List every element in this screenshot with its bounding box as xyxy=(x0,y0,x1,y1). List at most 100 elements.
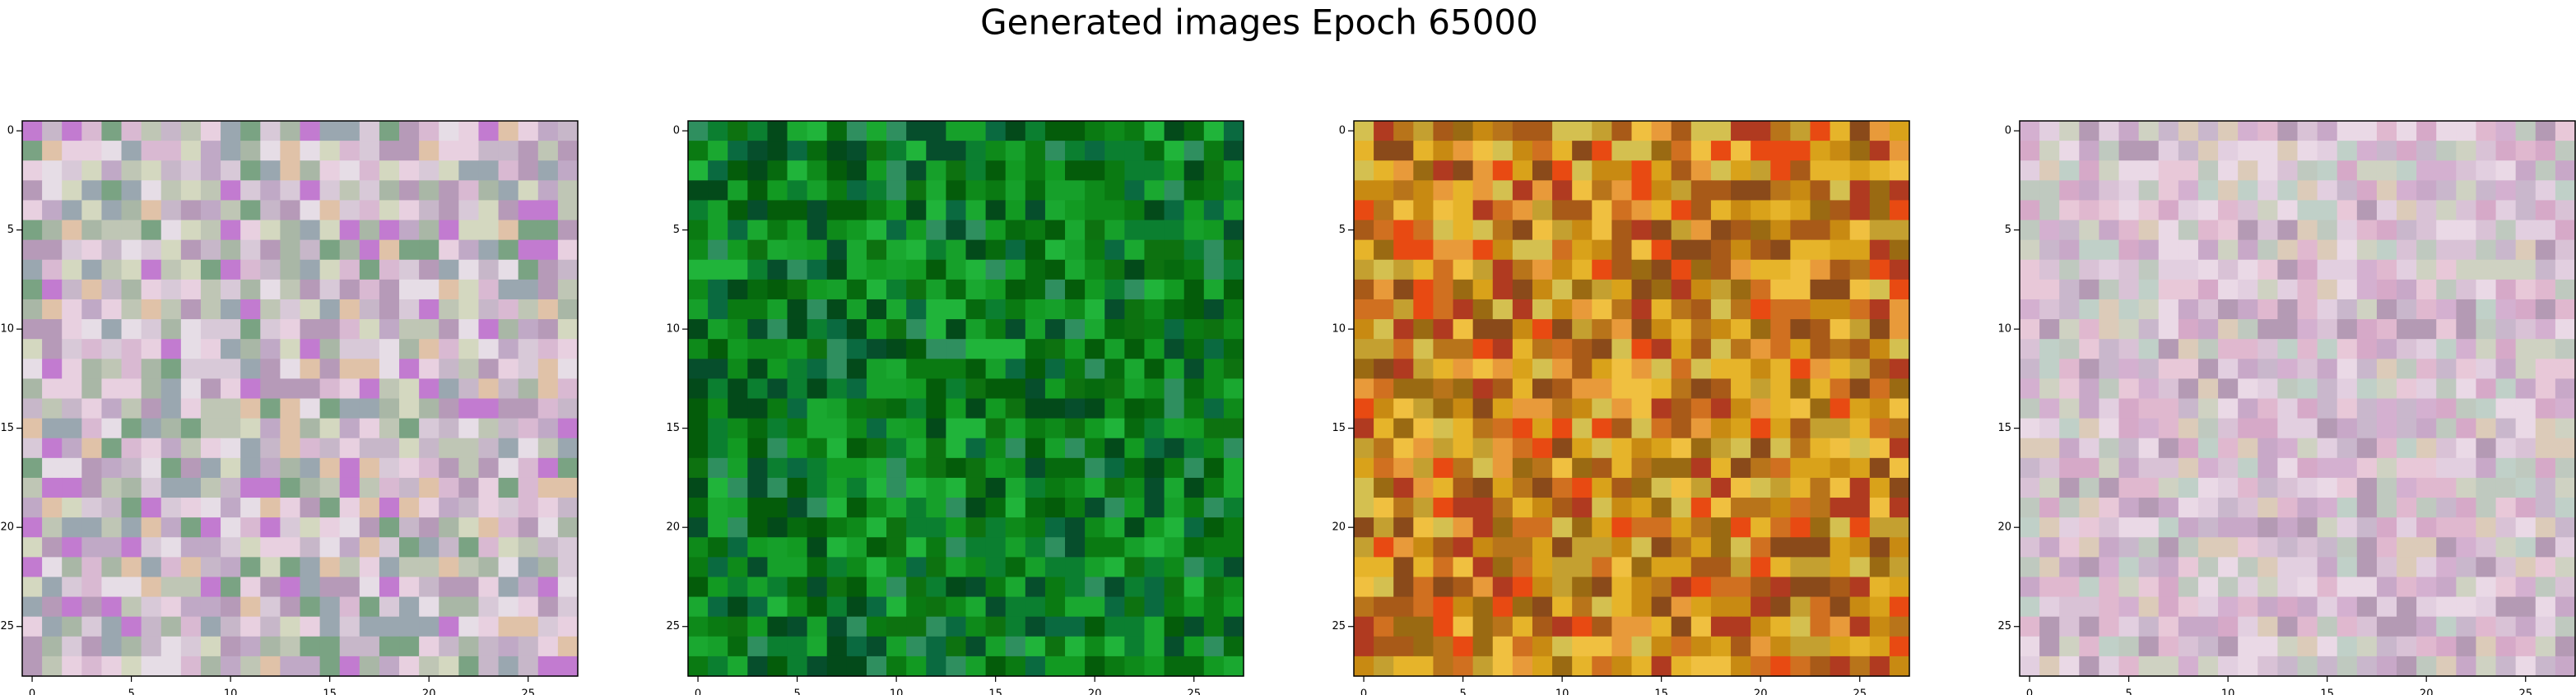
pixel-cell xyxy=(906,596,927,618)
pixel-cell xyxy=(22,517,43,538)
pixel-cell xyxy=(2079,596,2100,618)
pixel-cell xyxy=(2436,141,2457,161)
pixel-cell xyxy=(2158,279,2179,300)
pixel-cell xyxy=(787,339,808,359)
pixel-cell xyxy=(1164,160,1185,181)
pixel-cell xyxy=(826,299,848,320)
pixel-cell xyxy=(2555,319,2576,340)
pixel-cell xyxy=(498,160,519,181)
pixel-cell xyxy=(1164,537,1185,558)
pixel-cell xyxy=(300,656,321,677)
pixel-cell xyxy=(1025,616,1046,637)
pixel-cell xyxy=(1770,636,1791,657)
pixel-cell xyxy=(2297,517,2318,538)
pixel-cell xyxy=(1413,220,1434,241)
pixel-cell xyxy=(1552,517,1573,538)
pixel-cell xyxy=(2297,477,2318,498)
pixel-cell xyxy=(2515,160,2536,181)
pixel-cell xyxy=(121,596,142,618)
pixel-cell xyxy=(1611,141,1633,161)
pixel-cell xyxy=(1751,359,1771,379)
pixel-cell xyxy=(1472,398,1494,419)
pixel-cell xyxy=(1203,220,1225,241)
pixel-cell xyxy=(1223,537,1244,558)
pixel-cell xyxy=(260,616,281,637)
pixel-cell xyxy=(1065,418,1086,439)
pixel-cell xyxy=(2020,537,2040,558)
pixel-cell xyxy=(1203,596,1225,618)
pixel-cell xyxy=(946,378,967,400)
pixel-cell xyxy=(1611,220,1633,241)
pixel-cell xyxy=(121,577,142,598)
pixel-cell xyxy=(926,279,946,300)
pixel-cell xyxy=(379,319,400,340)
pixel-cell xyxy=(319,498,341,518)
pixel-cell xyxy=(498,259,519,280)
pixel-cell xyxy=(946,636,967,657)
pixel-cell xyxy=(2138,616,2160,637)
pixel-cell xyxy=(688,477,709,498)
pixel-cell xyxy=(787,359,808,379)
pixel-cell xyxy=(1085,616,1105,637)
pixel-cell xyxy=(300,477,321,498)
pixel-cell xyxy=(1810,616,1831,637)
pixel-cell xyxy=(339,121,360,141)
pixel-cell xyxy=(1492,438,1514,459)
pixel-cell xyxy=(1810,239,1831,261)
pixel-cell xyxy=(557,200,579,221)
pixel-cell xyxy=(688,279,709,300)
pixel-cell xyxy=(121,160,142,181)
pixel-cell xyxy=(141,517,162,538)
pixel-cell xyxy=(2436,498,2457,518)
pixel-cell xyxy=(1164,299,1185,320)
pixel-cell xyxy=(747,517,769,538)
pixel-cell xyxy=(2178,259,2199,280)
pixel-cell xyxy=(688,319,709,340)
pixel-cell xyxy=(319,359,341,379)
pixel-cell xyxy=(2476,160,2497,181)
pixel-cell xyxy=(439,557,459,578)
pixel-cell xyxy=(1433,596,1454,618)
pixel-cell xyxy=(1592,141,1612,161)
pixel-cell xyxy=(2476,200,2497,221)
pixel-cell xyxy=(846,656,867,677)
pixel-cell xyxy=(1005,498,1026,518)
pixel-cell xyxy=(419,259,439,280)
pixel-cell xyxy=(2118,537,2140,558)
pixel-cell xyxy=(1810,319,1831,340)
pixel-cell xyxy=(1044,418,1066,439)
pixel-cell xyxy=(2218,616,2239,637)
pixel-cell xyxy=(300,121,321,141)
pixel-cell xyxy=(2218,418,2239,439)
pixel-cell xyxy=(767,359,788,379)
pixel-cell xyxy=(906,141,927,161)
pixel-cell xyxy=(2039,398,2060,419)
pixel-cell xyxy=(2238,596,2258,618)
pixel-cell xyxy=(22,359,43,379)
pixel-cell xyxy=(141,636,162,657)
pixel-cell xyxy=(439,279,459,300)
pixel-cell xyxy=(498,457,519,479)
pixel-cell xyxy=(1631,160,1653,181)
pixel-cell xyxy=(1492,418,1514,439)
pixel-cell xyxy=(419,319,439,340)
pixel-cell xyxy=(1472,616,1494,637)
pixel-cell xyxy=(1572,299,1593,320)
pixel-cell xyxy=(1183,656,1205,677)
pixel-cell xyxy=(1393,537,1414,558)
pixel-cell xyxy=(926,160,946,181)
pixel-cell xyxy=(2158,438,2179,459)
pixel-cell xyxy=(2257,180,2278,202)
pixel-cell xyxy=(747,418,769,439)
pixel-cell xyxy=(180,498,202,518)
pixel-cell xyxy=(1690,299,1712,320)
pixel-cell xyxy=(826,378,848,400)
pixel-cell xyxy=(22,121,43,141)
pixel-cell xyxy=(141,220,162,241)
pixel-cell xyxy=(1512,537,1533,558)
pixel-cell xyxy=(2416,457,2437,479)
pixel-cell xyxy=(688,636,709,657)
pixel-cell xyxy=(2476,141,2497,161)
pixel-cell xyxy=(1065,457,1086,479)
pixel-cell xyxy=(2238,239,2258,261)
